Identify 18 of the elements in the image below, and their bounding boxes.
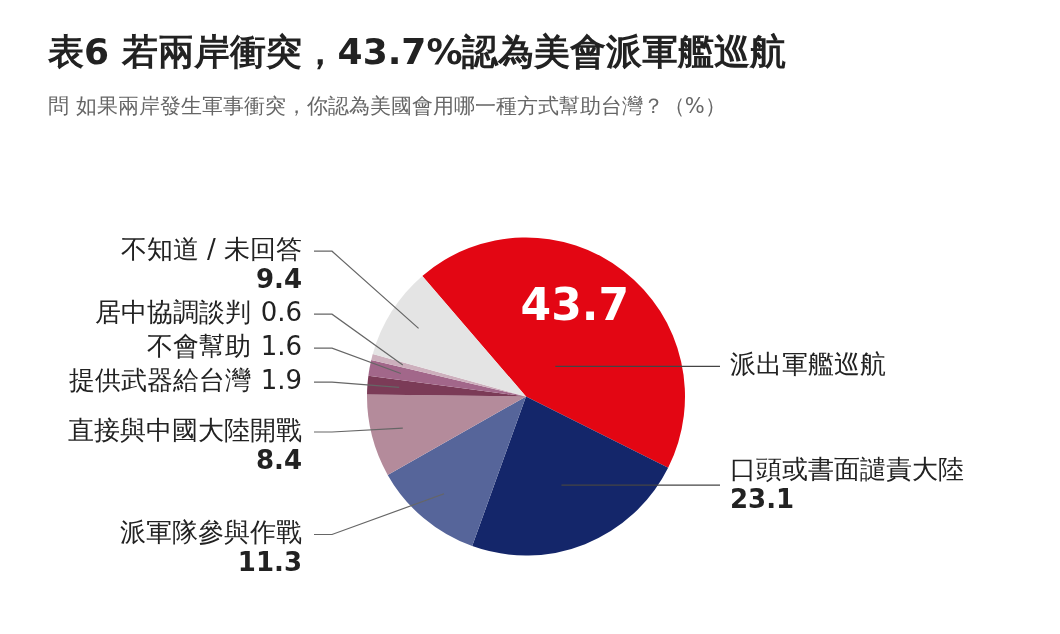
slice-label: 不知道 / 未回答 [120,233,302,264]
data-label: 23.1 [730,483,795,514]
data-label: 1.6 [260,330,302,361]
slice-label: 提供武器給台灣 [68,364,251,395]
slice-label: 居中協調談判 [94,296,251,327]
data-label: 43.7 [520,279,630,331]
data-label: 9.4 [255,263,302,294]
chart-subtitle: 問 如果兩岸發生軍事衝突，你認為美國會用哪一種方式幫助台灣？（%） [48,93,726,120]
slice-label: 直接與中國大陸開戰 [68,414,302,445]
data-label: 11.3 [237,547,302,578]
slice-label: 口頭或書面譴責大陸 [730,453,964,484]
slice-label: 派出軍艦巡航 [730,349,886,380]
slice-label: 不會幫助 [146,330,251,361]
data-label: 0.6 [260,296,302,327]
data-label: 1.9 [260,364,302,395]
data-label: 8.4 [255,444,302,475]
slice-label: 派軍隊參與作戰 [120,517,302,548]
chart-title: 表6 若兩岸衝突，43.7%認為美會派軍艦巡航 [48,30,787,74]
